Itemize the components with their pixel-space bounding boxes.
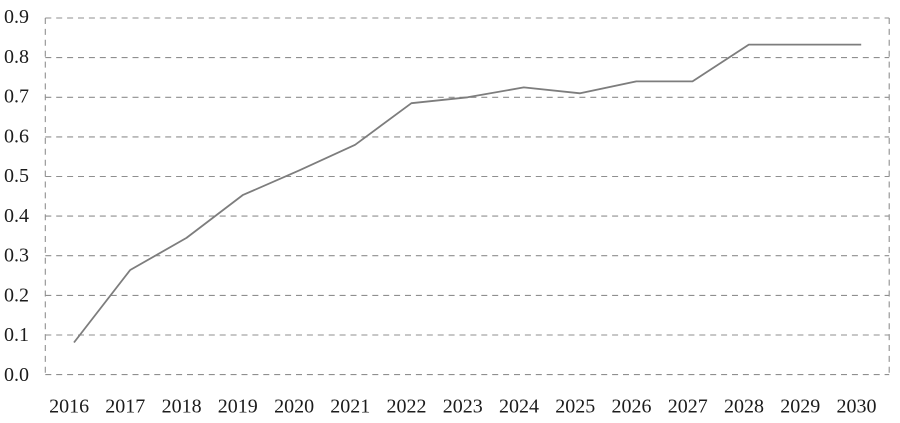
svg-text:0.1: 0.1 (4, 324, 29, 346)
svg-text:2026: 2026 (612, 396, 652, 418)
svg-text:2030: 2030 (837, 396, 877, 418)
svg-text:2020: 2020 (274, 396, 314, 418)
svg-text:0.7: 0.7 (4, 86, 29, 108)
svg-text:0.0: 0.0 (4, 364, 29, 386)
svg-text:2022: 2022 (387, 396, 427, 418)
svg-text:2019: 2019 (218, 396, 258, 418)
svg-text:0.2: 0.2 (4, 284, 29, 306)
svg-text:2025: 2025 (555, 396, 595, 418)
svg-text:2023: 2023 (443, 396, 483, 418)
svg-text:0.8: 0.8 (4, 46, 29, 68)
svg-text:2017: 2017 (105, 396, 145, 418)
svg-text:2029: 2029 (780, 396, 820, 418)
svg-text:2018: 2018 (162, 396, 202, 418)
svg-text:0.5: 0.5 (4, 165, 29, 187)
svg-text:2027: 2027 (668, 396, 708, 418)
svg-text:2021: 2021 (330, 396, 370, 418)
svg-text:2016: 2016 (49, 396, 89, 418)
svg-text:2028: 2028 (724, 396, 764, 418)
svg-text:0.9: 0.9 (4, 6, 29, 28)
svg-text:2024: 2024 (499, 396, 539, 418)
svg-text:0.3: 0.3 (4, 245, 29, 267)
svg-text:0.4: 0.4 (4, 205, 29, 227)
svg-text:0.6: 0.6 (4, 125, 29, 147)
